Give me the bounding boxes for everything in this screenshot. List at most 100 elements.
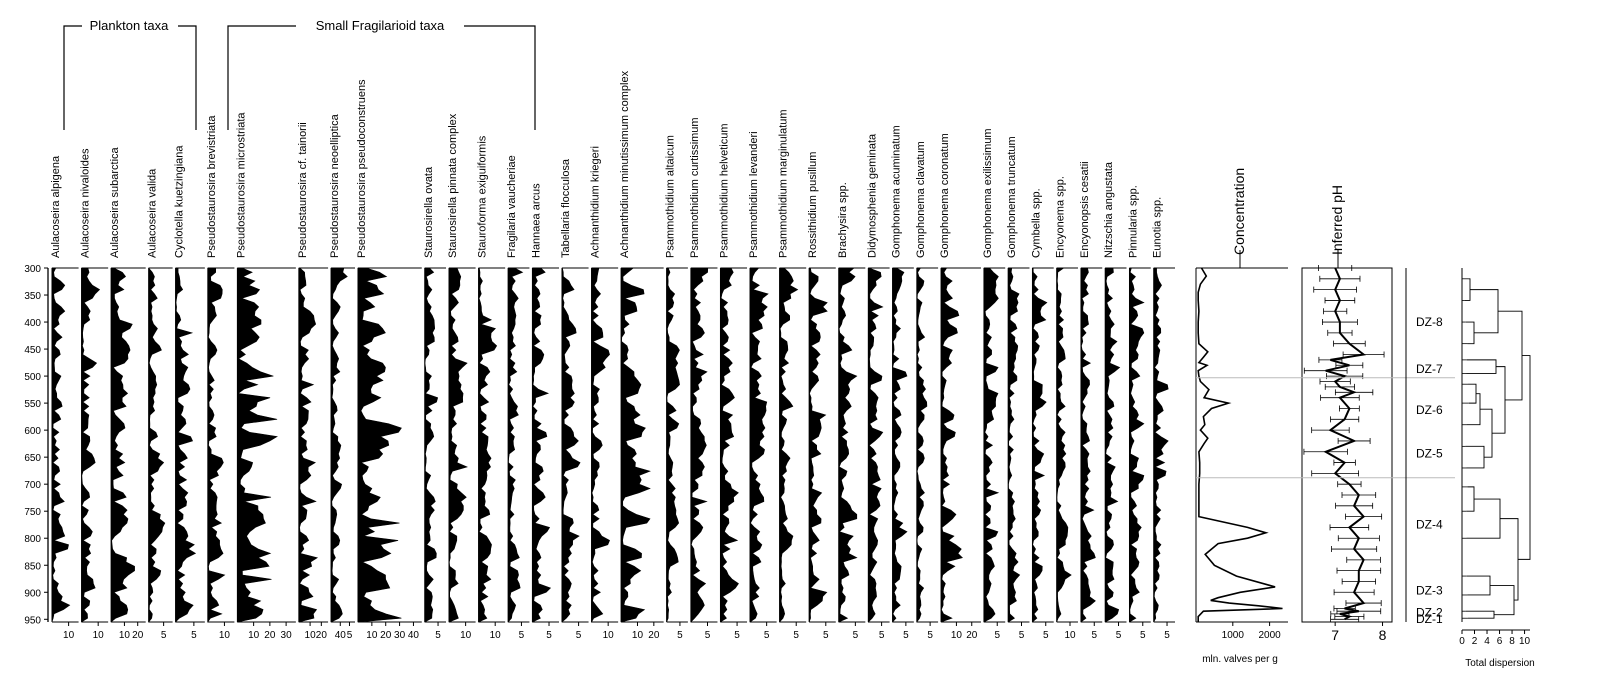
taxon-panel: Psammothidium marginulatum 5 (778, 109, 807, 641)
taxon-tick-label: 10 (219, 630, 231, 641)
taxon-label: Aulacoseira valida (147, 168, 159, 258)
taxon-label: Rossithidium pusillum (807, 152, 819, 258)
taxon-tick-label: 5 (1019, 630, 1025, 641)
taxon-silhouette (779, 267, 799, 623)
taxon-label: Psammothidium helveticum (718, 124, 730, 259)
dendrogram-link (1500, 518, 1519, 601)
taxon-silhouette (330, 267, 348, 623)
ph-line (1323, 267, 1367, 621)
taxon-label: Staurosirella ovata (423, 166, 435, 258)
taxon-silhouette (591, 267, 610, 624)
taxon-tick-label: 5 (764, 630, 770, 641)
taxon-label: Psammothidium levanderi (748, 131, 760, 258)
zones-panel: DZ-8 DZ-7 DZ-6 DZ-5 DZ-4 DZ-3 DZ-2DZ-1 (1196, 268, 1455, 626)
taxon-tick-label: 10 (951, 630, 963, 641)
dendrogram-link (1490, 585, 1515, 616)
taxon-silhouette (81, 267, 101, 623)
taxon-panel: Achnanthidium minutissimum complex 10 20 (619, 70, 664, 641)
taxon-label: Encyonopsis cesatii (1079, 161, 1091, 258)
taxon-tick-label: 20 (316, 630, 328, 641)
dendrogram-link (1498, 310, 1523, 401)
depth-tick-label: 400 (24, 318, 41, 329)
taxon-label: Pseudostaurosira neoelliptica (329, 113, 341, 258)
ph-tick-label: 7 (1331, 627, 1339, 643)
depth-tick-label: 600 (24, 426, 41, 437)
dendrogram-link (1466, 393, 1481, 426)
taxon-panel: Achnanthidium kriegeri 10 (590, 146, 619, 641)
taxon-label: Staurosirella pinnata complex (447, 113, 459, 258)
taxon-silhouette (940, 267, 963, 623)
taxon-tick-label: 20 (380, 630, 392, 641)
depth-tick-label: 700 (24, 480, 41, 491)
taxon-tick-label: 10 (93, 630, 105, 641)
taxon-panel: Cyclotella kuetzingiana 5 (174, 145, 205, 641)
taxon-silhouette (1007, 267, 1021, 623)
taxon-label: Brachysira spp. (837, 182, 849, 258)
dendrogram-xlabel: Total dispersion (1465, 658, 1534, 669)
taxon-panel: Psammothidium levanderi 5 (748, 131, 777, 641)
zone-label: DZ-8 (1416, 315, 1443, 329)
taxon-panel: Tabellaria flocculosa 5 (560, 158, 589, 641)
depth-tick-label: 750 (24, 507, 41, 518)
taxon-tick-label: 30 (281, 630, 293, 641)
taxon-label: Gomphonema acuminatum (891, 125, 903, 258)
taxon-panel: Psammothidium altaicum 5 (665, 135, 688, 641)
group-label-plankton: Plankton taxa (90, 18, 170, 33)
dendrogram-tick-label: 6 (1497, 636, 1503, 647)
taxon-label: Hannaea arcus (530, 183, 542, 258)
taxon-silhouette (1129, 267, 1145, 623)
taxon-panel: Pseudostaurosira brevistriata 10 (206, 115, 235, 641)
taxon-panel: Pseudostaurosira pseudoconstruens 10 20 30 4… (356, 79, 422, 641)
dendrogram-link (1465, 321, 1475, 345)
taxon-tick-label: 5 (677, 630, 683, 641)
taxon-tick-label: 5 (734, 630, 740, 641)
depth-tick-label: 800 (24, 534, 41, 545)
concentration-tick-label: 2000 (1258, 630, 1281, 641)
taxon-tick-label: 40 (408, 630, 420, 641)
taxon-silhouette (868, 267, 884, 623)
taxon-silhouette (749, 267, 769, 623)
taxon-panel: Gomphonema exilissimum 5 (982, 128, 1006, 641)
taxon-tick-label: 10 (248, 630, 260, 641)
taxon-label: Pinnularia spp. (1127, 185, 1139, 258)
taxon-panel: Nitzschia angustata 5 (1103, 161, 1127, 641)
taxon-panel: Pinnularia spp. 5 (1127, 185, 1151, 641)
taxon-label: Pseudostaurosira pseudoconstruens (356, 79, 368, 258)
taxon-label: Aulacoseira nivaloides (80, 148, 92, 258)
taxon-tick-label: 10 (119, 630, 131, 641)
taxon-panel: Psammothidium helveticum 5 (718, 124, 748, 641)
taxon-panel: Didymosphenia geminata 5 (866, 133, 890, 641)
taxon-tick-label: 5 (1164, 630, 1170, 641)
group-label-small-fragilarioid: Small Fragilarioid taxa (316, 18, 445, 33)
taxon-tick-label: 30 (394, 630, 406, 641)
dendrogram-tick-label: 10 (1519, 636, 1531, 647)
taxon-silhouette (983, 267, 1000, 623)
taxon-silhouette (838, 267, 858, 623)
taxon-tick-label: 5 (191, 630, 197, 641)
taxon-label: Aulacoseira subarctica (109, 146, 121, 258)
taxon-panel: Encyonopsis cesatii 5 (1079, 161, 1103, 641)
taxon-tick-label: 5 (576, 630, 582, 641)
zone-label: DZ-2 (1416, 605, 1443, 619)
bracket-fragilarioid-right (464, 25, 536, 130)
taxon-tick-label: 5 (1140, 630, 1146, 641)
zone-label: DZ-6 (1416, 403, 1443, 417)
taxon-silhouette (690, 267, 709, 623)
taxon-silhouette (666, 267, 680, 623)
taxon-panel: Pseudostaurosira neoelliptica 40 5 (329, 113, 355, 641)
dendrogram-link (1466, 498, 1501, 539)
taxon-panel: Gomphonema clavatum 5 (915, 141, 939, 641)
taxon-silhouette (1032, 267, 1048, 623)
taxon-silhouette (298, 267, 319, 623)
bracket-plankton-right (178, 25, 197, 130)
bracket-fragilarioid-left (227, 25, 296, 130)
taxon-tick-label: 10 (603, 630, 615, 641)
taxon-label: Gomphonema clavatum (915, 141, 927, 258)
taxon-tick-label: 5 (519, 630, 525, 641)
taxon-silhouette (720, 267, 739, 623)
taxon-label: Cyclotella kuetzingiana (174, 145, 186, 258)
taxon-silhouette (916, 267, 928, 623)
taxon-panel: Gomphonema coronatum 10 20 (939, 133, 981, 641)
depth-tick-label: 950 (24, 615, 41, 626)
